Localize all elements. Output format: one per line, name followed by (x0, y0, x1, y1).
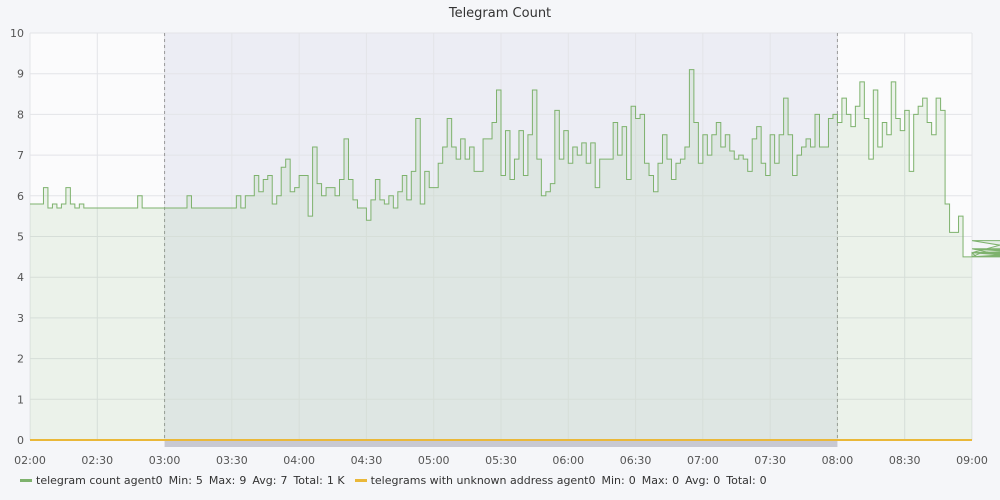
x-tick-label-7: 05:30 (485, 454, 517, 467)
x-tick-label-2: 03:00 (149, 454, 181, 467)
stat-max-label-1: Max: (641, 474, 669, 487)
x-tick-label-10: 07:00 (687, 454, 719, 467)
x-tick-label-1: 02:30 (81, 454, 113, 467)
legend-swatch-0 (20, 479, 32, 482)
y-tick-label-5: 5 (17, 231, 24, 244)
x-tick-label-4: 04:00 (283, 454, 315, 467)
y-tick-label-2: 2 (17, 353, 24, 366)
legend-label-0: telegram count agent0 (36, 474, 163, 487)
y-tick-label-1: 1 (17, 393, 24, 406)
x-tick-label-0: 02:00 (14, 454, 46, 467)
legend-item-series-1[interactable]: telegrams with unknown address agent0 Mi… (354, 474, 767, 487)
y-tick-label-7: 7 (17, 149, 24, 162)
stat-avg-label-0: Avg: (252, 474, 277, 487)
stat-total-label-0: Total: (293, 474, 323, 487)
stat-min-label-0: Min: (168, 474, 192, 487)
stat-total-0: 1 K (326, 474, 345, 487)
y-tick-label-4: 4 (17, 271, 24, 284)
x-tick-label-9: 06:30 (620, 454, 652, 467)
legend-swatch-1 (354, 479, 367, 482)
x-tick-label-8: 06:00 (552, 454, 584, 467)
y-tick-label-8: 8 (17, 108, 24, 121)
x-tick-label-5: 04:30 (351, 454, 383, 467)
stat-avg-label-1: Avg: (685, 474, 710, 487)
x-tick-label-6: 05:00 (418, 454, 450, 467)
stat-max-1: 0 (672, 474, 680, 487)
stat-avg-0: 7 (280, 474, 288, 487)
chart-title: Telegram Count (448, 6, 552, 21)
stat-min-0: 5 (195, 474, 203, 487)
y-tick-label-9: 9 (17, 68, 24, 81)
x-tick-label-11: 07:30 (754, 454, 786, 467)
y-tick-label-6: 6 (17, 190, 24, 203)
series-0-line (30, 69, 1000, 258)
stat-min-1: 0 (628, 474, 636, 487)
y-tick-label-0: 0 (17, 434, 24, 447)
x-tick-label-12: 08:00 (822, 454, 854, 467)
x-tick-label-13: 08:30 (889, 454, 921, 467)
legend: telegram count agent0 Min: 5 Max: 9 Avg:… (20, 474, 767, 487)
stat-total-label-1: Total: (726, 474, 756, 487)
y-tick-label-10: 10 (10, 27, 24, 40)
stat-min-label-1: Min: (601, 474, 625, 487)
x-tick-label-3: 03:30 (216, 454, 248, 467)
stat-max-0: 9 (239, 474, 247, 487)
stat-avg-1: 0 (713, 474, 721, 487)
legend-item-series-0[interactable]: telegram count agent0 Min: 5 Max: 9 Avg:… (20, 474, 345, 487)
chart-plot[interactable]: 0 1 2 3 4 5 6 7 8 9 10 02:00 02:30 03:00 03:30 04:00 04:… (0, 0, 1000, 470)
range-selection-bar (164, 441, 838, 447)
stat-max-label-0: Max: (208, 474, 236, 487)
series-0-area (30, 69, 1000, 440)
stat-total-1: 0 (759, 474, 767, 487)
x-tick-label-14: 09:00 (956, 454, 988, 467)
y-tick-label-3: 3 (17, 312, 24, 325)
legend-label-1: telegrams with unknown address agent0 (370, 474, 596, 487)
